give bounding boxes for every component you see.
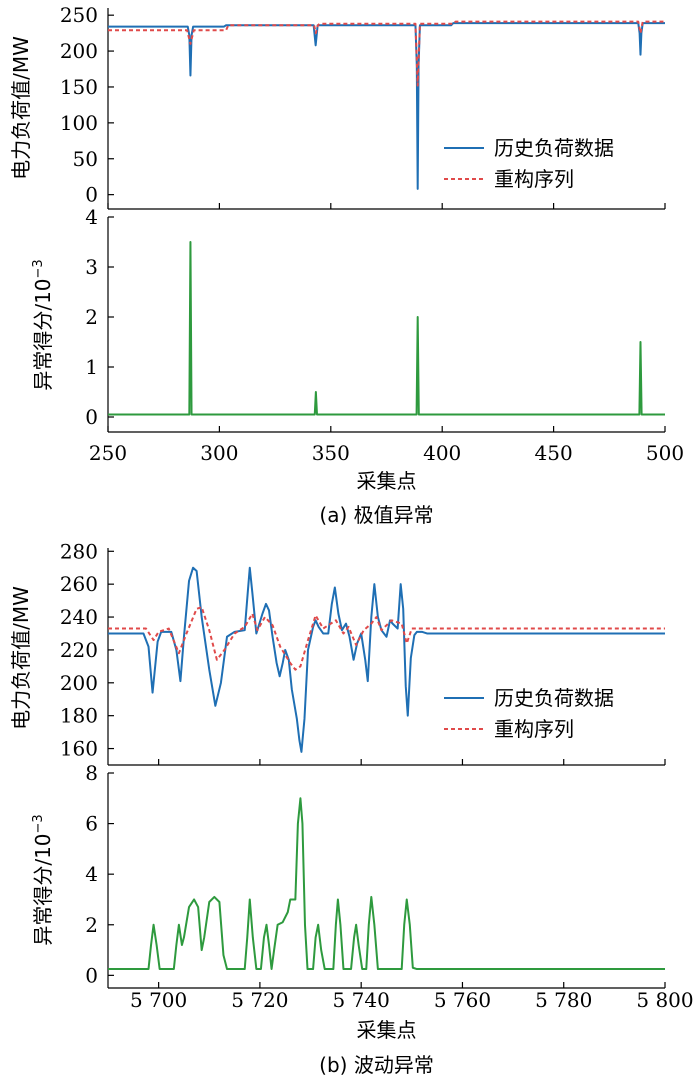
y-tick-label: 180 — [60, 704, 98, 728]
series-line-anomaly-score — [108, 797, 665, 971]
y-tick-label: 250 — [60, 3, 98, 27]
legend-label: 重构序列 — [494, 167, 574, 191]
x-tick-label: 400 — [423, 441, 461, 465]
y-axis-title-exponent: −3 — [31, 814, 46, 833]
y-tick-label: 280 — [60, 539, 98, 563]
x-tick-label: 300 — [200, 441, 238, 465]
y-tick-label: 2 — [85, 305, 98, 329]
y-tick-label: 8 — [85, 761, 98, 785]
series-line-history-load — [108, 566, 665, 753]
figure-caption: (b) 波动异常 — [319, 1053, 434, 1077]
y-tick-label: 100 — [60, 111, 98, 135]
x-axis-title: 采集点 — [357, 469, 417, 493]
y-tick-label: 4 — [85, 862, 98, 886]
y-tick-label: 2 — [85, 913, 98, 937]
y-axis-title: 异常得分/10−3 — [31, 814, 55, 945]
series-line-reconstructed — [108, 606, 665, 671]
x-tick-label: 350 — [312, 441, 350, 465]
x-axis-title: 采集点 — [357, 1018, 417, 1042]
series-line-history-load — [108, 22, 665, 190]
legend-label: 重构序列 — [494, 717, 574, 741]
y-axis-title: 电力负荷值/MW — [9, 36, 33, 180]
chart-panel-b-bottom: 0 2 4 6 8 5 700 5 720 5 740 5 760 5 780 5 800 异常得分/… — [31, 761, 694, 1077]
legend-label: 历史负荷数据 — [494, 136, 614, 160]
y-tick-label: 4 — [85, 205, 98, 229]
x-tick-label: 5 700 — [130, 988, 187, 1012]
y-tick-label: 260 — [60, 572, 98, 596]
y-axis-title: 异常得分/10−3 — [31, 259, 55, 390]
series-line-reconstructed — [108, 20, 665, 87]
x-tick-label: 250 — [89, 441, 127, 465]
x-tick-label: 5 780 — [535, 988, 592, 1012]
legend-label: 历史负荷数据 — [494, 686, 614, 710]
series-line-anomaly-score — [108, 241, 665, 416]
x-tick-label: 5 740 — [333, 988, 390, 1012]
y-tick-label: 0 — [85, 183, 98, 207]
x-tick-label: 5 760 — [434, 988, 491, 1012]
figure-caption: (a) 极值异常 — [319, 503, 433, 527]
x-tick-label: 500 — [646, 441, 684, 465]
y-tick-label: 240 — [60, 605, 98, 629]
y-tick-label: 150 — [60, 75, 98, 99]
x-tick-label: 450 — [535, 441, 573, 465]
chart-panel-a-bottom: 0 1 2 3 4 250 300 350 400 450 500 异常得分/10−3 采集点 (a) 极… — [31, 205, 684, 527]
y-tick-label: 1 — [85, 355, 98, 379]
y-tick-label: 200 — [60, 671, 98, 695]
y-axis-title-exponent: −3 — [31, 259, 46, 278]
y-tick-label: 6 — [85, 812, 98, 836]
y-tick-label: 200 — [60, 39, 98, 63]
y-tick-label: 160 — [60, 737, 98, 761]
y-tick-label: 220 — [60, 638, 98, 662]
y-axis-title: 电力负荷值/MW — [9, 586, 33, 730]
y-tick-label: 50 — [73, 147, 98, 171]
x-tick-label: 5 720 — [231, 988, 288, 1012]
y-tick-label: 0 — [85, 405, 98, 429]
y-tick-label: 3 — [85, 255, 98, 279]
x-tick-label: 5 800 — [636, 988, 693, 1012]
y-tick-label: 0 — [85, 963, 98, 987]
